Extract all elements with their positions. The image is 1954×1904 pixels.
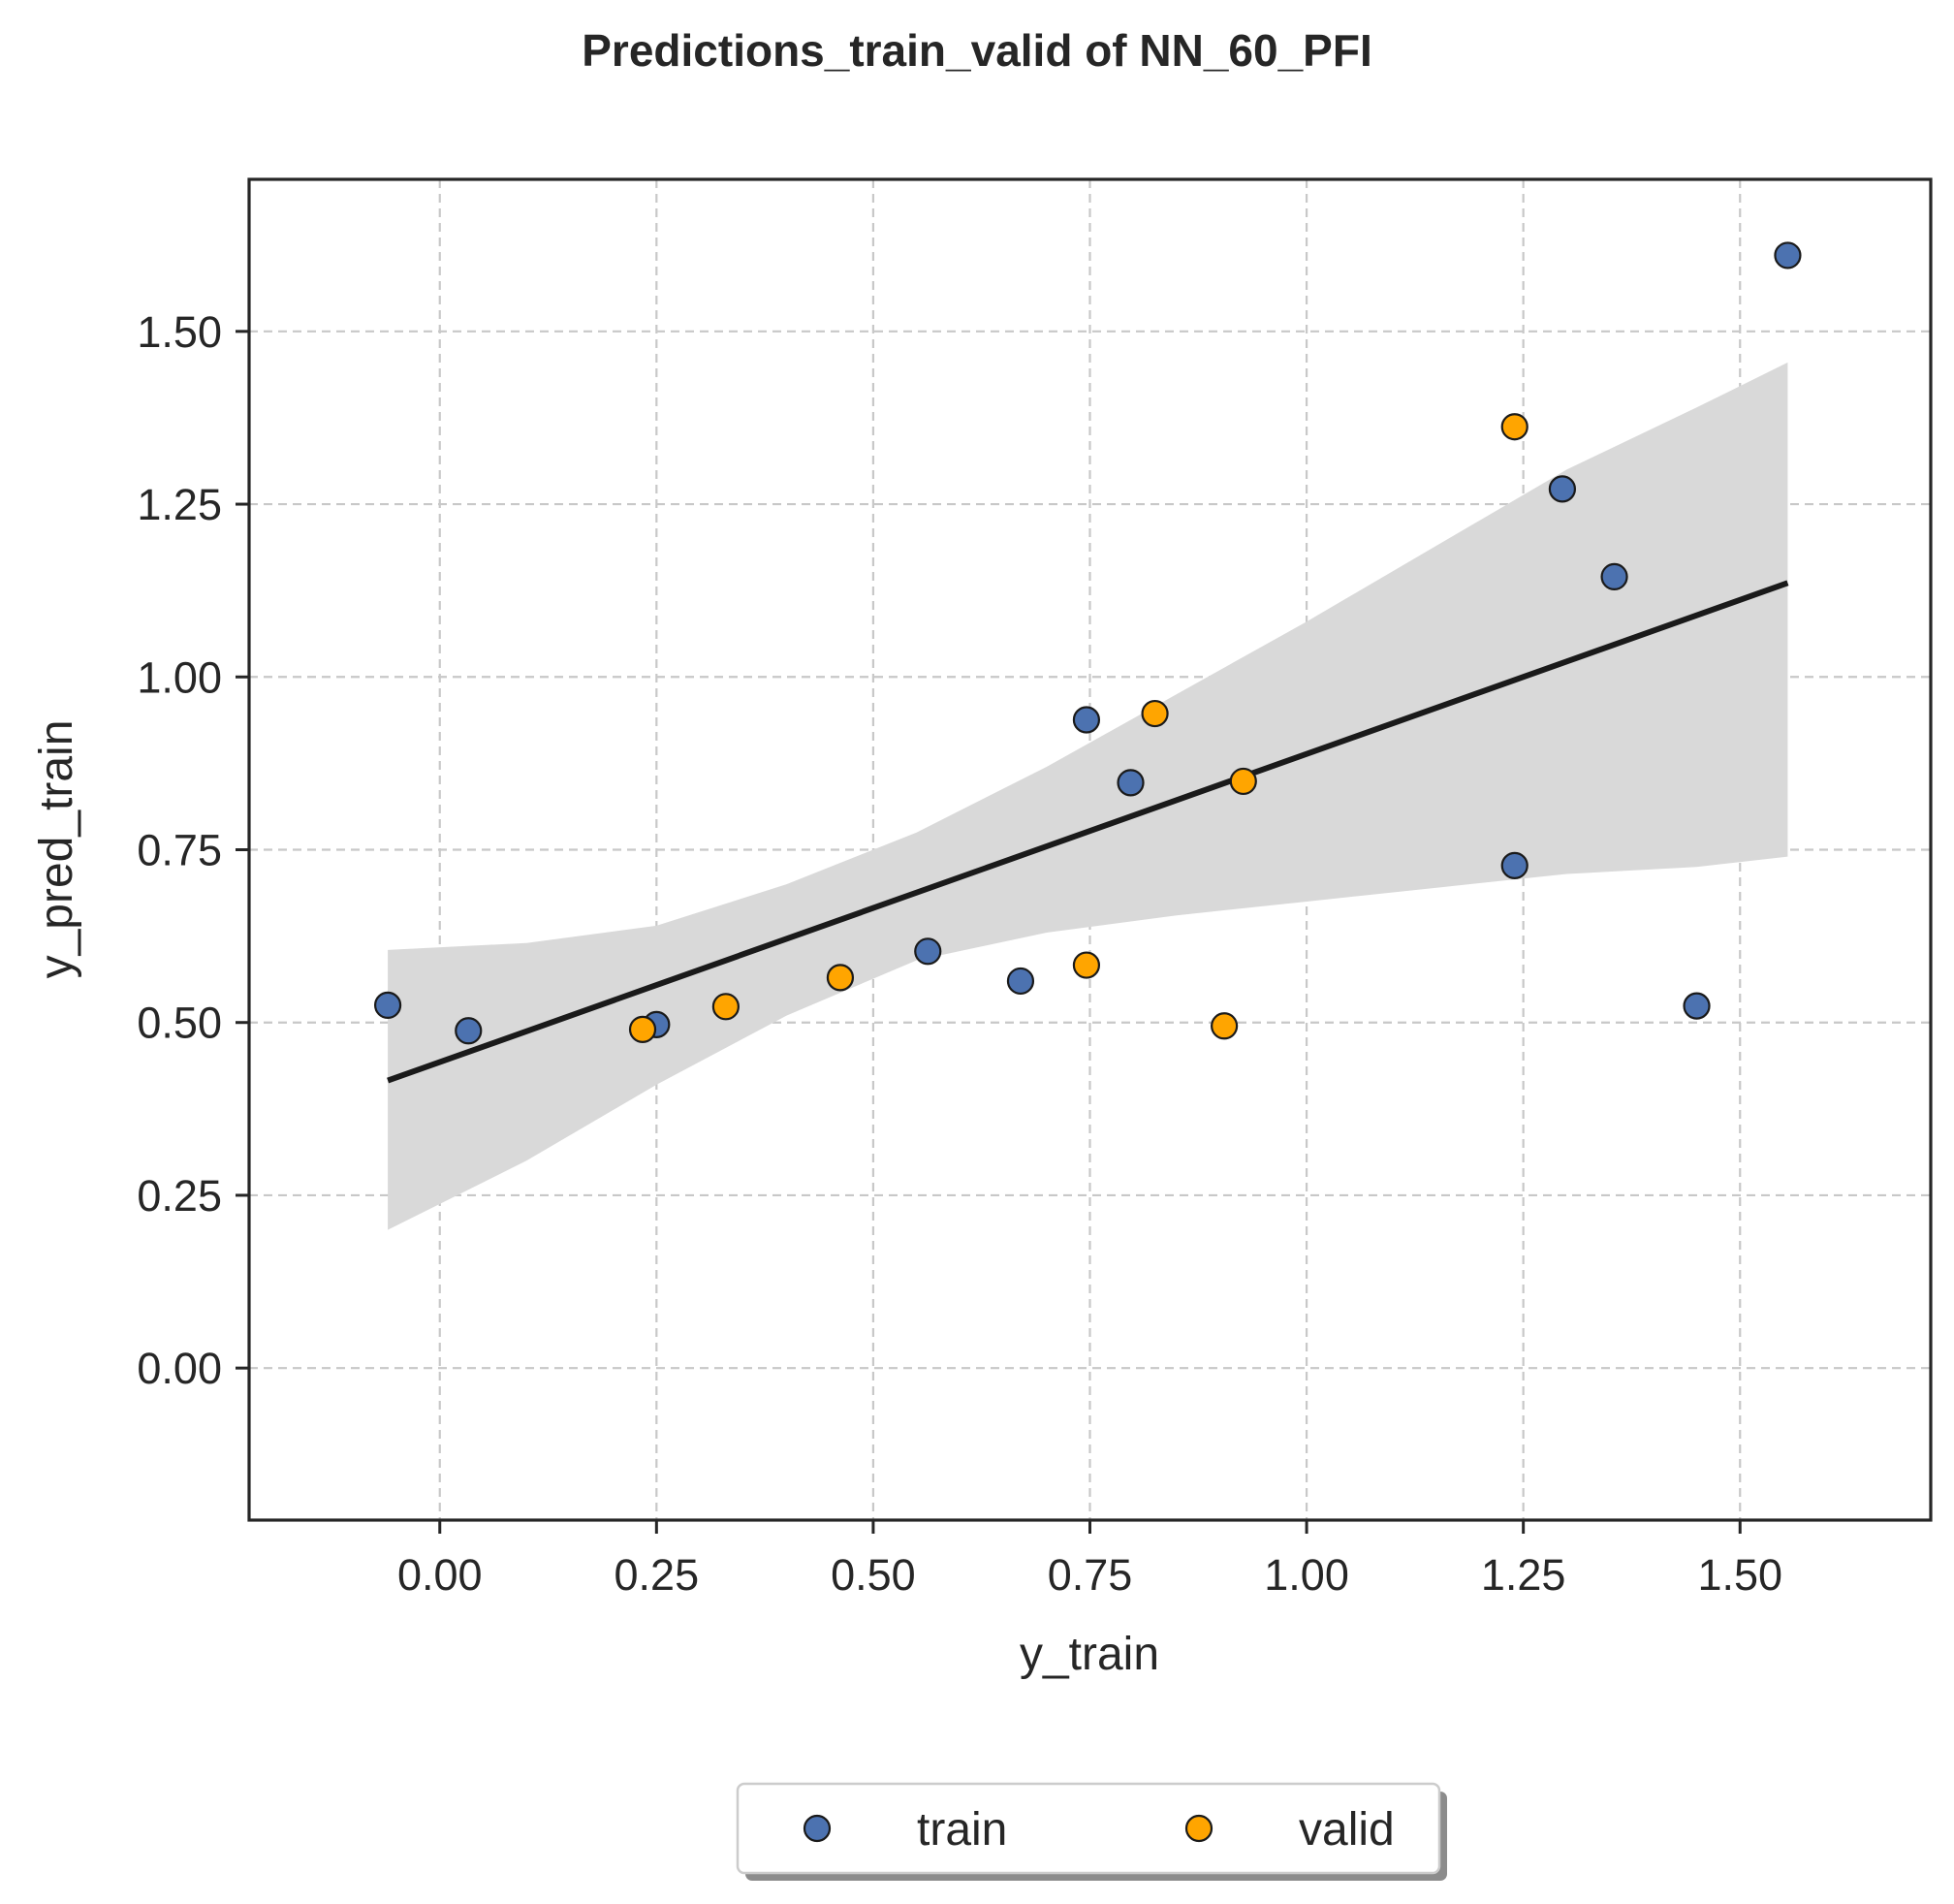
train-point [1600, 562, 1628, 591]
legend-label-valid: valid [1299, 1804, 1395, 1856]
x-tick-label: 1.25 [1481, 1550, 1566, 1600]
y-tick-label: 1.25 [137, 480, 222, 529]
y-tick-label: 1.00 [137, 652, 222, 702]
x-tick-label: 0.25 [615, 1550, 700, 1600]
train-point [373, 991, 402, 1019]
train-point [455, 1017, 483, 1045]
train-point [1500, 851, 1529, 879]
valid-point [1229, 767, 1257, 796]
x-tick-label: 0.00 [397, 1550, 483, 1600]
y-tick-label: 0.00 [137, 1344, 222, 1393]
confidence-band [388, 362, 1788, 1230]
x-axis-label: y_train [1020, 1629, 1159, 1680]
y-tick-label: 1.50 [137, 307, 222, 357]
legend-marker-train [803, 1814, 832, 1843]
valid-point [628, 1015, 657, 1043]
y-tick-label: 0.50 [137, 999, 222, 1048]
x-tick-label: 0.75 [1048, 1550, 1133, 1600]
train-point [914, 937, 942, 966]
legend: train valid [736, 1782, 1447, 1881]
data-points [373, 241, 1802, 1045]
valid-point [711, 993, 740, 1021]
train-point [1117, 769, 1145, 797]
legend-box [736, 1782, 1441, 1875]
valid-point [1141, 699, 1169, 728]
y-tick-label: 0.25 [137, 1171, 222, 1221]
y-axis-label: y_pred_train [31, 720, 82, 979]
valid-point [1072, 951, 1101, 979]
valid-point [1500, 413, 1529, 441]
valid-point [826, 964, 855, 992]
train-point [1548, 475, 1577, 503]
legend-label-train: train [917, 1804, 1007, 1856]
x-tick-label: 1.50 [1697, 1550, 1782, 1600]
chart-title: Predictions_train_valid of NN_60_PFI [582, 25, 1372, 76]
valid-point [1211, 1012, 1239, 1040]
regression-line [387, 580, 1789, 1084]
x-tick-label: 0.50 [831, 1550, 916, 1600]
y-tick-label: 0.75 [137, 826, 222, 875]
axis-ticks: 0.00 0.25 0.50 0.75 1.00 1.25 1.50 0.00 0.25 0.50… [137, 307, 1782, 1600]
train-point [1683, 992, 1711, 1020]
train-point [1072, 706, 1101, 734]
x-tick-label: 1.00 [1264, 1550, 1349, 1600]
train-point [1006, 967, 1035, 996]
train-point [1774, 241, 1802, 270]
legend-marker-valid [1184, 1814, 1213, 1843]
